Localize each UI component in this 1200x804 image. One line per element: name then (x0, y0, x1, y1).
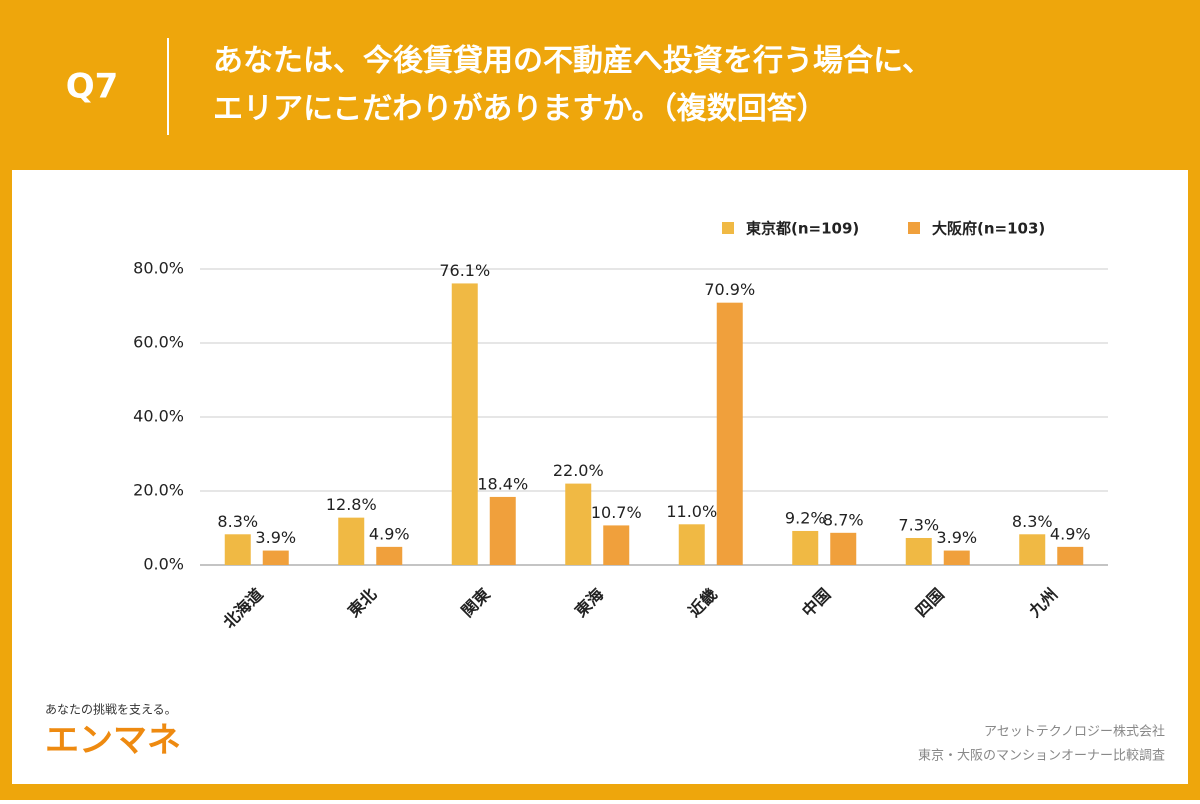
tagline: あなたの挑戦を支える。 (45, 703, 177, 717)
value-label: 11.0% (666, 502, 717, 521)
legend-swatch (908, 222, 920, 234)
value-label: 70.9% (704, 280, 755, 299)
bar (262, 550, 289, 565)
bar (1057, 546, 1084, 565)
value-label: 4.9% (1050, 524, 1091, 543)
bar (224, 534, 251, 565)
value-label: 7.3% (898, 515, 939, 534)
value-label: 22.0% (553, 461, 604, 480)
bar (830, 532, 857, 565)
y-tick-label: 20.0% (133, 481, 184, 500)
legend-swatch (722, 222, 734, 234)
value-label: 3.9% (936, 528, 977, 547)
bar (489, 496, 516, 565)
value-label: 76.1% (439, 261, 490, 280)
value-label: 8.3% (1012, 512, 1053, 531)
bar (565, 483, 592, 565)
bar (943, 550, 970, 565)
bar (716, 302, 743, 565)
company: アセットテクノロジー株式会社 (984, 724, 1165, 740)
value-label: 10.7% (591, 503, 642, 522)
chart-title: あなたは、今後賃貸用の不動産へ投資を行う場合に、 (213, 44, 932, 79)
y-tick-label: 60.0% (133, 333, 184, 352)
value-label: 8.7% (823, 510, 864, 529)
value-label: 8.3% (217, 512, 258, 531)
chart-title: エリアにこだわりがありますか。（複数回答） (213, 92, 827, 127)
bar (678, 524, 705, 565)
value-label: 9.2% (785, 508, 826, 527)
bar (451, 283, 478, 565)
y-tick-label: 0.0% (143, 555, 184, 574)
bar (376, 546, 403, 565)
value-label: 12.8% (326, 495, 377, 514)
bar (905, 537, 932, 565)
bar (338, 517, 365, 565)
value-label: 4.9% (369, 524, 410, 543)
legend-label: 東京都(n=109) (746, 220, 859, 238)
panel (12, 170, 1188, 784)
bar (792, 530, 819, 565)
bar (1019, 534, 1046, 565)
logo: エンマネ (45, 721, 181, 761)
question-label: Q7 (66, 67, 119, 107)
y-tick-label: 40.0% (133, 407, 184, 426)
value-label: 3.9% (255, 528, 296, 547)
value-label: 18.4% (477, 474, 528, 493)
bar (603, 525, 630, 565)
legend-label: 大阪府(n=103) (932, 220, 1045, 238)
survey: 東京・大阪のマンションオーナー比較調査 (918, 748, 1165, 764)
y-tick-label: 80.0% (133, 259, 184, 278)
